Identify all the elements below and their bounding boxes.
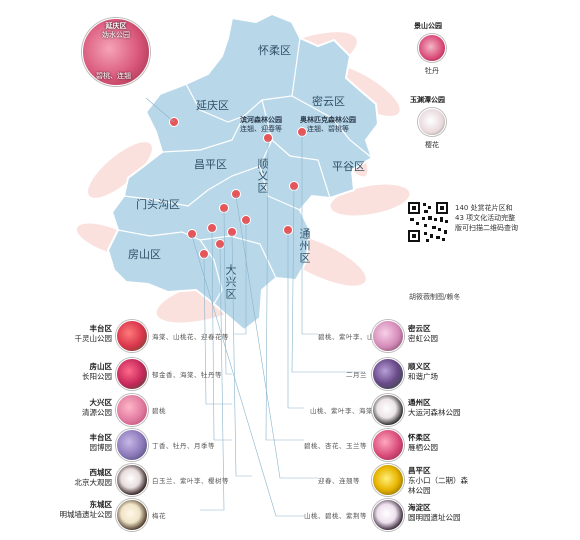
map-label-huairou: 怀柔区	[258, 44, 291, 57]
left-item-photo	[116, 429, 148, 461]
map-park-binhe-flowers: 连翘、迎春等	[240, 125, 282, 133]
yuyuantan-photo	[418, 108, 446, 136]
left-item-flowers: 丁香、牡丹、月季等	[152, 442, 215, 450]
map-park-olympic-name: 奥林匹克森林公园	[300, 116, 356, 124]
right-item-photo	[372, 358, 404, 390]
map-label-daxing: 大兴区	[224, 264, 237, 300]
right-item-flowers: 二月兰	[346, 371, 367, 379]
left-item-flowers: 白玉兰、紫叶李、樱树等	[152, 477, 229, 485]
left-item-flowers: 碧桃	[152, 407, 166, 415]
left-item-district: 西城区 北京大观园	[74, 468, 113, 487]
credit: 胡筱薇制图/赖冬	[409, 293, 461, 301]
left-item-district: 大兴区 清源公园	[82, 398, 112, 417]
left-item-photo	[116, 464, 148, 496]
map-park-olympic: 奥林匹克森林公园 连翘、碧桃等	[300, 116, 356, 134]
map-label-yanqing: 延庆区	[196, 99, 229, 112]
left-item-photo	[116, 394, 148, 426]
left-item-photo	[116, 358, 148, 390]
left-item-district: 丰台区 园博园	[89, 433, 113, 452]
map-label-fangshan: 房山区	[128, 248, 161, 261]
right-item-photo	[372, 499, 404, 531]
map-label-tongzhou: 通州区	[298, 228, 311, 264]
callout-yanqing-district: 延庆区	[105, 22, 127, 30]
marker-a	[231, 189, 241, 199]
right-item-photo	[372, 394, 404, 426]
map-park-olympic-flowers: 连翘、碧桃等	[307, 125, 349, 133]
qr-code[interactable]	[406, 200, 450, 244]
left-item-district: 房山区 长阳公园	[82, 362, 112, 381]
jingshan-park-name: 景山公园	[414, 22, 442, 30]
left-item-flowers: 海棠、山桃花、迎春花等	[152, 333, 229, 341]
right-item-district: 通州区 大运河森林公园	[408, 398, 461, 417]
map-label-mentougou: 门头沟区	[136, 198, 180, 211]
left-item-district: 丰台区 千灵山公园	[74, 324, 113, 343]
yuyuantan-park-name: 玉渊潭公园	[410, 96, 445, 104]
callout-yanqing-photo	[82, 18, 150, 86]
callout-yanqing-flowers: 碧桃、连翘	[96, 72, 131, 80]
right-item-photo	[372, 464, 404, 496]
yuyuantan-flowers: 樱花	[425, 141, 439, 149]
callout-yanqing: 延庆区 妫水公园	[84, 22, 148, 40]
jingshan-flowers: 牡丹	[425, 67, 439, 75]
left-item-photo	[116, 499, 148, 531]
left-item-flowers: 梅花	[152, 512, 166, 520]
right-item-flowers: 碧桃、紫叶李、山桃等	[318, 333, 388, 341]
right-item-district: 密云区 密虹公园	[408, 324, 438, 343]
right-item-flowers: 山桃、紫叶李、海棠等	[310, 407, 380, 415]
left-item-photo	[116, 320, 148, 352]
right-item-district: 海淀区 圆明园遗址公园	[408, 503, 461, 522]
map-label-changping: 昌平区	[194, 158, 227, 171]
map-label-shunyi: 顺义区	[256, 158, 269, 194]
right-item-district: 怀柔区 雁栖公园	[408, 433, 438, 452]
right-item-photo	[372, 429, 404, 461]
left-item-flowers: 郁金香、海棠、牡丹等	[152, 371, 222, 379]
right-item-photo	[372, 320, 404, 352]
right-item-flowers: 迎春、连翘等	[318, 477, 360, 485]
right-item-flowers: 山桃、碧桃、紫荆等	[304, 512, 367, 520]
map-label-pinggu: 平谷区	[332, 160, 365, 173]
right-item-district: 昌平区 东小口（二期）森林公园	[408, 466, 468, 495]
map-park-binhe-name: 滨河森林公园	[240, 116, 282, 124]
qr-note: 140 处赏花片区和 43 项文化活动完整版可扫描二维码查询	[455, 204, 518, 232]
marker-f	[187, 229, 197, 239]
map-park-binhe: 滨河森林公园 连翘、迎春等	[240, 116, 282, 134]
left-item-district: 东城区 明城墙遗址公园	[59, 500, 113, 519]
jingshan-photo	[418, 34, 446, 62]
callout-yanqing-park: 妫水公园	[102, 31, 130, 39]
map-label-miyun: 密云区	[312, 95, 345, 108]
right-item-flowers: 碧桃、杏花、玉兰等	[304, 442, 367, 450]
right-item-district: 顺义区 和谐广场	[408, 362, 438, 381]
